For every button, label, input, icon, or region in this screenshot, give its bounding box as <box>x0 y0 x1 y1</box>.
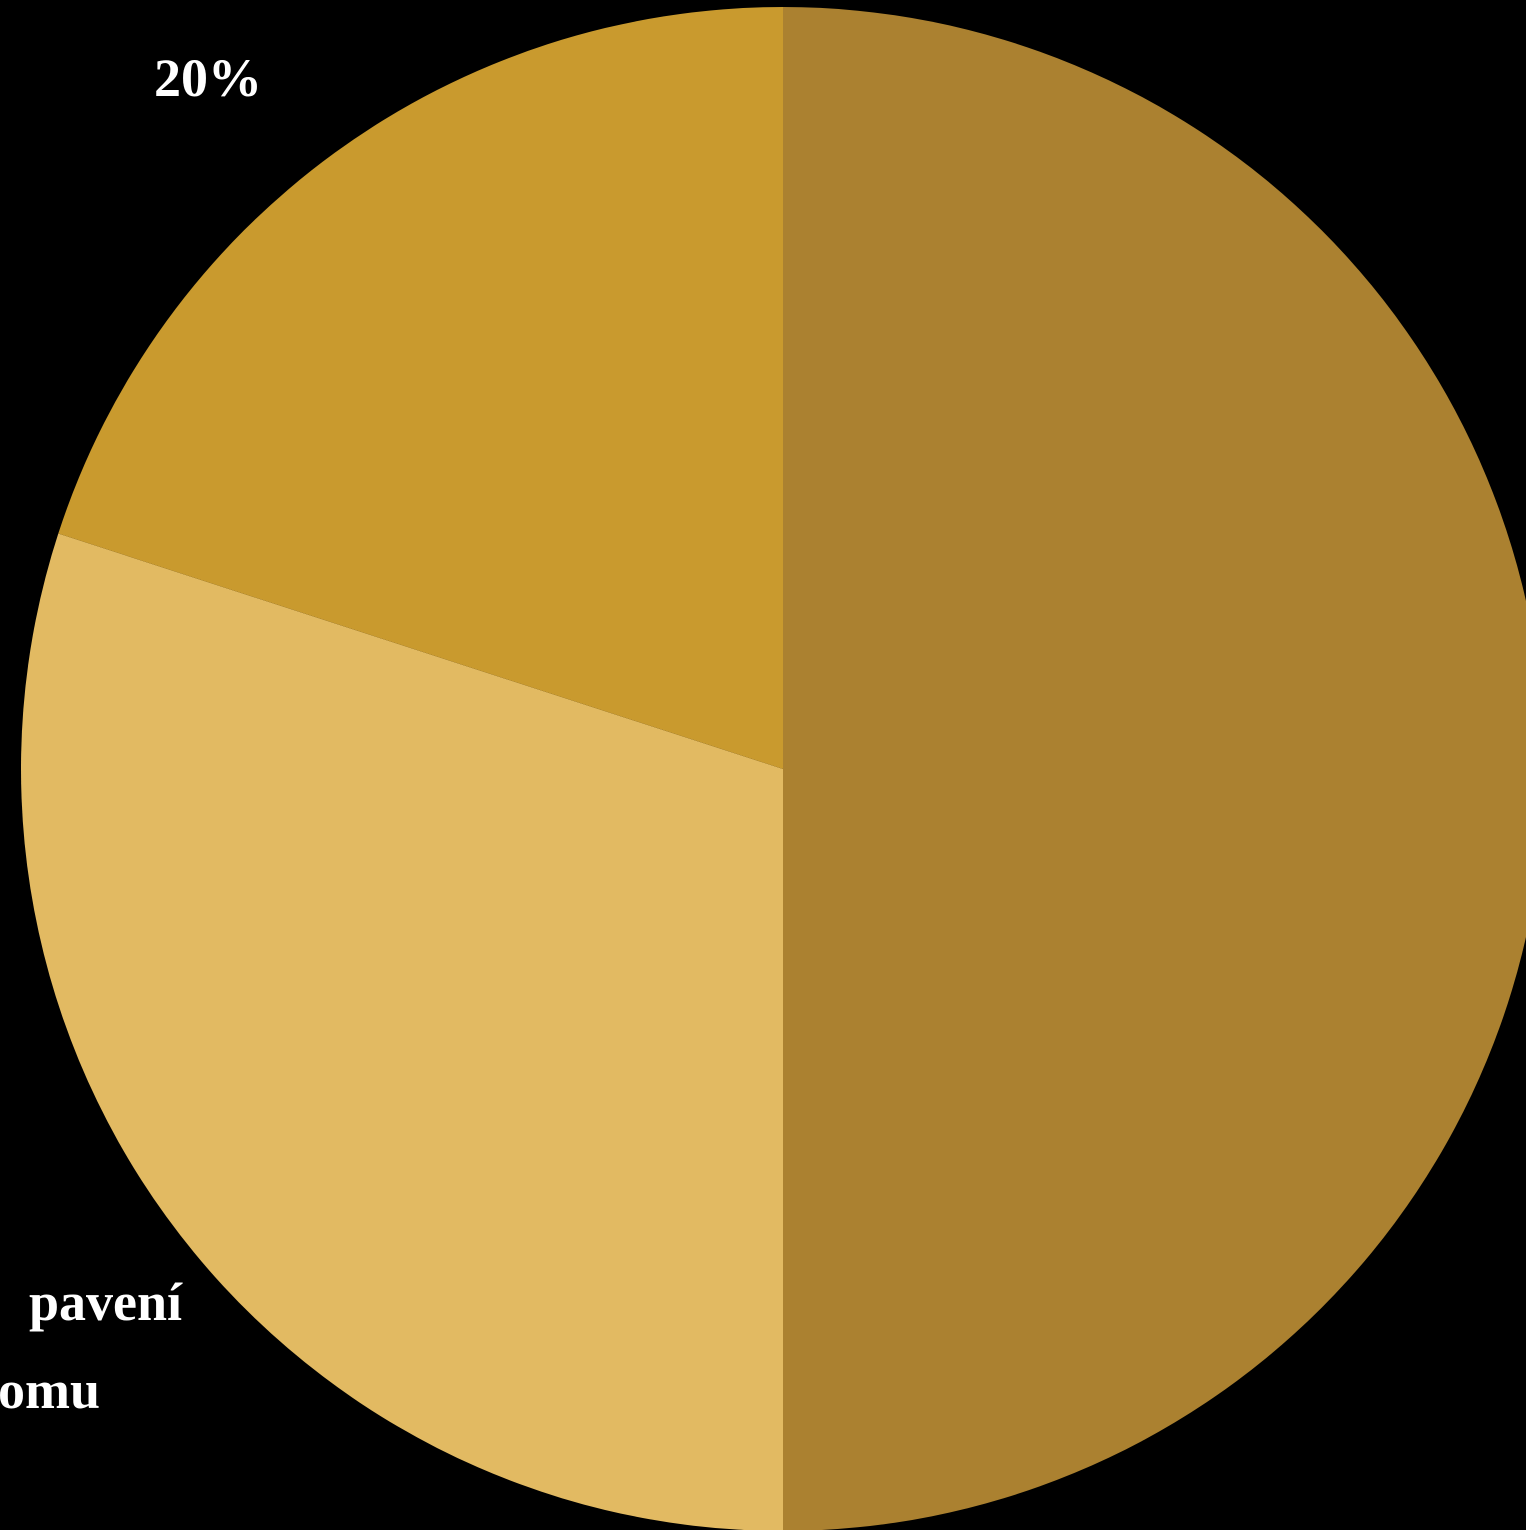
value-label: 20% <box>154 48 262 108</box>
slice-label: omu <box>0 1360 100 1420</box>
slice-label: pavení <box>29 1272 183 1332</box>
pie-slice <box>58 7 784 769</box>
pie-slice <box>21 533 783 1530</box>
pie-slice <box>783 7 1526 1530</box>
